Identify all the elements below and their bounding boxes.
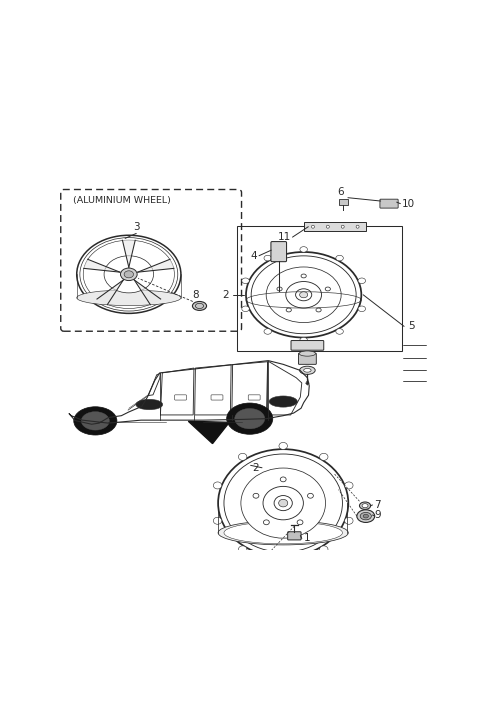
Ellipse shape [279,500,288,507]
Ellipse shape [120,268,137,281]
Ellipse shape [239,454,247,460]
Ellipse shape [192,302,206,310]
Ellipse shape [213,517,222,524]
Text: 7: 7 [374,500,381,510]
FancyBboxPatch shape [338,199,348,205]
Text: 4: 4 [251,251,257,261]
FancyBboxPatch shape [291,341,324,350]
Ellipse shape [357,510,375,523]
Ellipse shape [325,287,330,291]
Text: 5: 5 [408,321,414,331]
Text: (ALUMINIUM WHEEL): (ALUMINIUM WHEEL) [73,196,171,205]
Ellipse shape [312,225,314,228]
Ellipse shape [213,482,222,489]
Ellipse shape [360,502,371,510]
Ellipse shape [239,546,247,553]
Ellipse shape [345,482,353,489]
Ellipse shape [269,396,297,407]
Ellipse shape [242,278,249,284]
Ellipse shape [362,504,368,508]
Ellipse shape [264,329,272,334]
Polygon shape [188,421,229,444]
Ellipse shape [277,287,282,291]
Ellipse shape [320,546,328,553]
Ellipse shape [124,271,133,278]
Ellipse shape [104,256,154,293]
FancyBboxPatch shape [299,354,316,364]
FancyBboxPatch shape [288,532,301,540]
Ellipse shape [227,403,273,434]
Ellipse shape [136,400,163,410]
Ellipse shape [326,225,329,228]
Ellipse shape [224,522,342,544]
Ellipse shape [264,256,272,261]
Ellipse shape [360,513,372,520]
Ellipse shape [286,308,291,312]
Ellipse shape [264,520,269,525]
Ellipse shape [81,412,109,430]
Ellipse shape [363,514,368,518]
Ellipse shape [300,247,307,252]
Ellipse shape [77,290,181,305]
Ellipse shape [308,493,313,498]
Ellipse shape [84,418,92,423]
Ellipse shape [279,442,288,449]
Ellipse shape [263,487,303,520]
Ellipse shape [235,408,264,429]
Ellipse shape [253,493,259,498]
Ellipse shape [301,274,306,278]
Ellipse shape [74,407,117,435]
Ellipse shape [299,351,315,356]
Text: 2: 2 [252,463,259,473]
Ellipse shape [304,369,311,372]
Bar [237,226,402,351]
Text: 9: 9 [374,510,381,520]
Polygon shape [122,240,135,267]
Text: 11: 11 [277,232,290,242]
Ellipse shape [336,256,343,261]
Ellipse shape [320,454,328,460]
FancyBboxPatch shape [271,242,287,261]
Ellipse shape [316,308,321,312]
Text: 1: 1 [304,534,310,544]
Ellipse shape [241,468,325,538]
FancyArrow shape [305,382,309,385]
Ellipse shape [280,477,286,482]
Polygon shape [138,259,174,272]
Polygon shape [97,280,123,305]
Ellipse shape [356,225,359,228]
FancyBboxPatch shape [304,222,366,231]
Ellipse shape [336,329,343,334]
Ellipse shape [341,225,344,228]
Text: 6: 6 [337,186,344,197]
Ellipse shape [279,557,288,564]
Ellipse shape [242,306,249,312]
Ellipse shape [300,292,308,298]
Ellipse shape [300,366,315,374]
Text: 10: 10 [402,199,415,209]
Ellipse shape [300,338,307,343]
Ellipse shape [345,517,353,524]
Polygon shape [84,259,120,272]
Ellipse shape [358,306,366,312]
Ellipse shape [218,521,348,545]
Text: 3: 3 [133,222,140,232]
Polygon shape [134,280,161,305]
Text: 8: 8 [192,290,199,300]
Ellipse shape [297,520,303,525]
Text: 2: 2 [223,289,229,300]
Ellipse shape [274,495,292,510]
FancyBboxPatch shape [380,199,398,208]
Ellipse shape [358,278,366,284]
